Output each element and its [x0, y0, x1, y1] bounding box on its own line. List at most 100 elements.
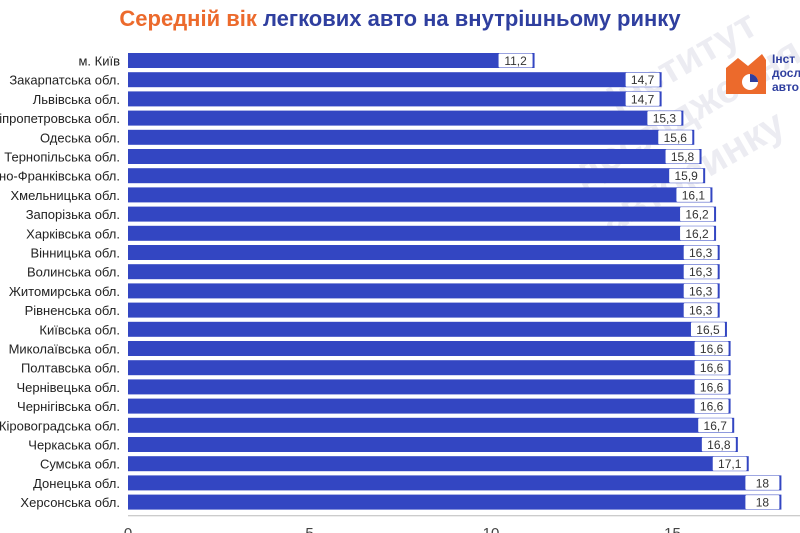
x-tick-label: 10 [483, 525, 500, 533]
value-label-box [683, 303, 718, 318]
value-label-box [694, 360, 729, 375]
bar [128, 283, 720, 299]
bar [128, 341, 731, 356]
value-label-box [683, 245, 718, 260]
value-label: 16,3 [689, 284, 713, 298]
value-label: 15,8 [671, 150, 695, 164]
category-label: Закарпатська обл. [9, 73, 120, 88]
bar [128, 110, 684, 126]
value-label: 16,6 [700, 342, 724, 356]
bar [128, 417, 735, 433]
value-label-box [625, 91, 660, 106]
category-label: Рівненська обл. [25, 303, 120, 318]
bar [128, 321, 727, 337]
category-label: Вінницька обл. [30, 246, 120, 261]
value-label-box [683, 264, 718, 279]
value-label: 16,2 [685, 227, 709, 241]
chart-title: Середній вік легкових авто на внутрішньо… [0, 6, 800, 32]
x-tick-label: 5 [305, 525, 313, 533]
category-label: Волинська обл. [27, 265, 120, 280]
bar [128, 302, 720, 318]
category-label: Чернівецька обл. [16, 380, 120, 395]
value-label-box [701, 437, 736, 452]
value-label: 16,3 [689, 304, 713, 318]
value-label: 16,5 [696, 323, 720, 337]
value-label: 16,6 [700, 380, 724, 394]
value-label-box [690, 322, 725, 337]
value-label-box [498, 53, 533, 68]
value-label: 16,1 [682, 188, 706, 202]
bar [128, 264, 720, 280]
bar [128, 437, 738, 452]
value-label: 16,6 [700, 361, 724, 375]
category-label: Чернігівська обл. [17, 399, 120, 414]
category-label: Полтавська обл. [21, 361, 120, 376]
category-label: Миколаївська обл. [9, 342, 120, 357]
category-label: Харківська обл. [26, 226, 120, 241]
value-label: 16,3 [689, 265, 713, 279]
value-label-box [680, 207, 715, 222]
logo-line-2: досл [772, 66, 800, 80]
value-label: 18 [756, 476, 770, 490]
value-label: 16,3 [689, 246, 713, 260]
bar [128, 168, 706, 184]
category-label: м. Київ [78, 54, 120, 69]
bar [128, 129, 695, 145]
value-label-box [694, 379, 729, 394]
category-label: Хмельницька обл. [10, 188, 120, 203]
category-label: Запорізька обл. [26, 207, 120, 222]
category-label: Кіровоградська обл. [0, 418, 120, 433]
logo-text: Інст досл авто [772, 52, 800, 94]
bar [128, 379, 731, 395]
value-label-box [694, 341, 729, 356]
value-label: 14,7 [631, 92, 655, 106]
chart-title-part-2: легкових авто на внутрішньому ринку [263, 6, 681, 31]
value-label-box [745, 495, 780, 510]
chart-title-part-1: Середній вік [119, 6, 257, 31]
bar [128, 53, 535, 68]
bar [128, 360, 731, 376]
bar [128, 72, 662, 88]
value-label: 16,7 [704, 419, 728, 433]
category-label: Тернопільська обл. [4, 150, 120, 165]
logo-icon [726, 54, 766, 94]
value-label-box [698, 418, 733, 433]
category-label: Львівська обл. [33, 92, 120, 107]
x-tick-label: 0 [124, 525, 132, 533]
value-label: 16,8 [707, 438, 731, 452]
value-label-box [680, 226, 715, 241]
value-label: 14,7 [631, 73, 655, 87]
category-label: Івано-Франківська обл. [0, 169, 120, 184]
value-label: 11,2 [504, 54, 527, 68]
value-label-box [676, 187, 711, 202]
category-label: Київська обл. [39, 322, 120, 337]
logo-line-3: авто [772, 80, 799, 94]
category-label: Черкаська обл. [28, 438, 120, 453]
bar [128, 187, 713, 203]
category-label: Житомирська обл. [9, 284, 120, 299]
bar [128, 91, 662, 107]
value-label: 18 [756, 496, 770, 510]
value-label-box [647, 111, 682, 126]
value-label-box [625, 72, 660, 87]
category-label: Херсонська обл. [20, 495, 120, 510]
bar [128, 494, 782, 510]
bar [128, 245, 720, 260]
bar [128, 398, 731, 414]
category-label: Сумська обл. [40, 457, 120, 472]
category-label: Дніпропетровська обл. [0, 111, 120, 126]
value-label-box [669, 168, 704, 183]
category-label: Донецька обл. [33, 476, 120, 491]
bar [128, 456, 749, 472]
value-label-box [683, 283, 718, 298]
bar [128, 225, 717, 241]
bar [128, 206, 717, 222]
value-label-box [712, 456, 747, 471]
value-label-box [745, 475, 780, 490]
value-label: 15,6 [664, 131, 688, 145]
value-label: 15,3 [653, 112, 677, 126]
logo-line-1: Інст [772, 52, 796, 66]
value-label: 16,2 [685, 208, 709, 222]
value-label-box [694, 399, 729, 414]
